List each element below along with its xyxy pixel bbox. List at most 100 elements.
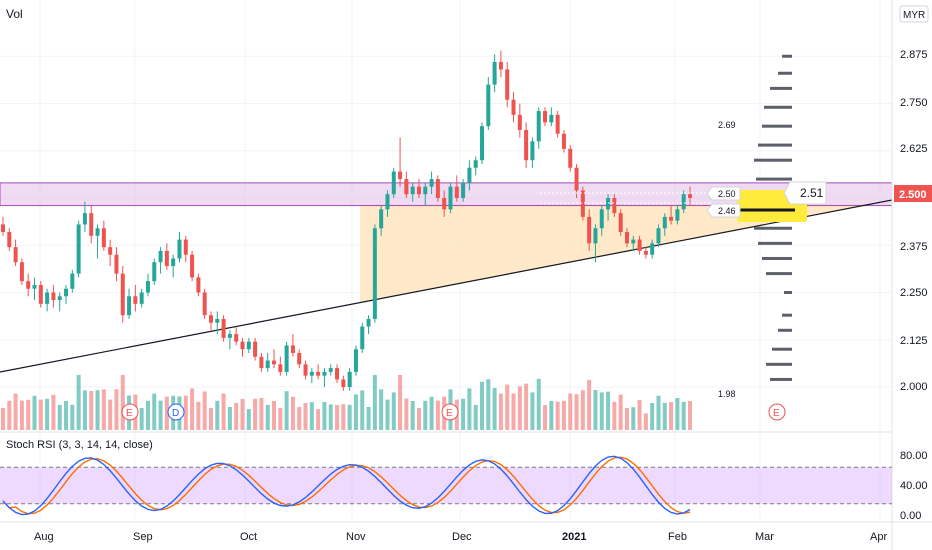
candle-body	[108, 247, 113, 255]
trendline[interactable]	[0, 199, 893, 373]
candle-body	[133, 296, 138, 304]
level-b-label: 2.46	[718, 206, 736, 216]
candle-body	[372, 228, 377, 319]
event-marker-d[interactable]: D	[167, 403, 185, 421]
time-axis[interactable]: Aug Sep Oct Nov Dec 2021 Feb Mar Apr	[34, 531, 887, 543]
volume-bar	[385, 399, 390, 430]
time-tick: Feb	[668, 531, 687, 543]
candle-body	[240, 341, 245, 350]
callout-tag[interactable]: 2.51	[783, 181, 827, 205]
volume-bar	[139, 408, 144, 430]
candle-body	[637, 239, 642, 251]
price-tick: 2.875	[900, 49, 928, 61]
price-tick: 2.250	[900, 287, 928, 299]
time-tick: Apr	[870, 531, 887, 543]
candle-body	[32, 284, 37, 289]
vol-label: Vol	[6, 7, 23, 21]
candle-body	[574, 167, 579, 191]
candle-body	[309, 371, 314, 376]
volume-bar	[624, 408, 629, 430]
stoch-rsi-pane[interactable]: Stoch RSI (3, 3, 14, 14, close)	[0, 439, 892, 516]
profile-bar	[778, 328, 792, 332]
candle-body	[278, 364, 283, 372]
volume-bar	[593, 390, 598, 430]
candle-body	[454, 186, 459, 198]
profile-bar	[756, 177, 792, 181]
candle-body	[662, 216, 667, 229]
volume-bar	[473, 405, 478, 430]
volume-bar	[599, 392, 604, 430]
candle-body	[19, 262, 24, 282]
candle-body	[26, 281, 31, 289]
event-marker-e[interactable]: E	[768, 403, 786, 421]
stoch-k-line	[2, 455, 691, 516]
stoch-band	[0, 467, 892, 504]
price-axis[interactable]: MYR 2.875 2.750 2.625 2.375 2.250 2.125 …	[894, 5, 932, 393]
candle-body	[7, 232, 12, 248]
candle-body	[177, 239, 182, 259]
candle-body	[353, 349, 358, 372]
currency-button[interactable]	[899, 5, 929, 23]
candle-body	[114, 254, 119, 274]
volume-bar	[45, 398, 50, 430]
candle-body	[1, 224, 5, 233]
volume-bar	[13, 393, 18, 430]
volume-bar	[290, 396, 295, 430]
candle-body	[543, 111, 548, 123]
profile-bar	[784, 291, 792, 294]
price-tick: 2.000	[900, 381, 928, 393]
time-tick: Oct	[240, 531, 257, 543]
volume-bar	[568, 393, 573, 430]
candle-body	[290, 345, 295, 353]
candle-body	[435, 179, 440, 198]
candle-body	[196, 277, 201, 293]
candle-body	[669, 216, 674, 221]
candle-body	[461, 182, 466, 198]
volume-bar	[196, 401, 201, 430]
event-marker-e[interactable]: E	[441, 403, 459, 421]
profile-bar	[766, 362, 792, 366]
candle-body	[473, 160, 478, 168]
candle-body	[379, 209, 384, 229]
profile-bar	[778, 71, 792, 75]
volume-bar	[108, 399, 113, 430]
candle-body	[398, 171, 403, 180]
volume-bars	[1, 375, 692, 430]
candle-body	[549, 114, 554, 123]
level-a-tag: 2.50	[706, 186, 741, 201]
volume-bar	[675, 398, 680, 430]
candle-body	[404, 179, 409, 195]
volume-bar	[688, 401, 692, 430]
volume-bar	[360, 390, 365, 430]
candle-body	[45, 292, 50, 304]
volume-bar	[328, 404, 333, 430]
time-tick: Aug	[34, 531, 54, 543]
stoch-d-line	[2, 456, 691, 515]
volume-bar	[549, 401, 554, 430]
event-marker-e[interactable]: E	[121, 403, 139, 421]
volume-bar	[498, 393, 503, 430]
volume-bar	[265, 405, 270, 430]
candle-body	[64, 288, 69, 297]
low-label: 1.98	[718, 389, 736, 399]
candle-body	[171, 258, 176, 267]
candle-body	[89, 213, 94, 236]
candle-body	[57, 296, 62, 301]
volume-bar	[316, 409, 321, 430]
candle-body	[410, 186, 415, 195]
candle-body	[145, 281, 150, 293]
volume-bar	[580, 390, 585, 430]
candle-body	[467, 167, 472, 183]
volume-bar	[253, 398, 258, 430]
volume-bar	[643, 413, 648, 430]
volume-bar	[517, 386, 522, 430]
volume-bar	[246, 409, 251, 430]
candle-body	[303, 364, 308, 376]
candle-body	[391, 171, 396, 195]
volume-bar	[322, 402, 327, 430]
volume-bar	[398, 375, 403, 430]
volume-bar	[1, 408, 5, 430]
volume-bar	[492, 388, 497, 430]
candle-body	[234, 334, 239, 342]
candle-body	[536, 111, 541, 142]
